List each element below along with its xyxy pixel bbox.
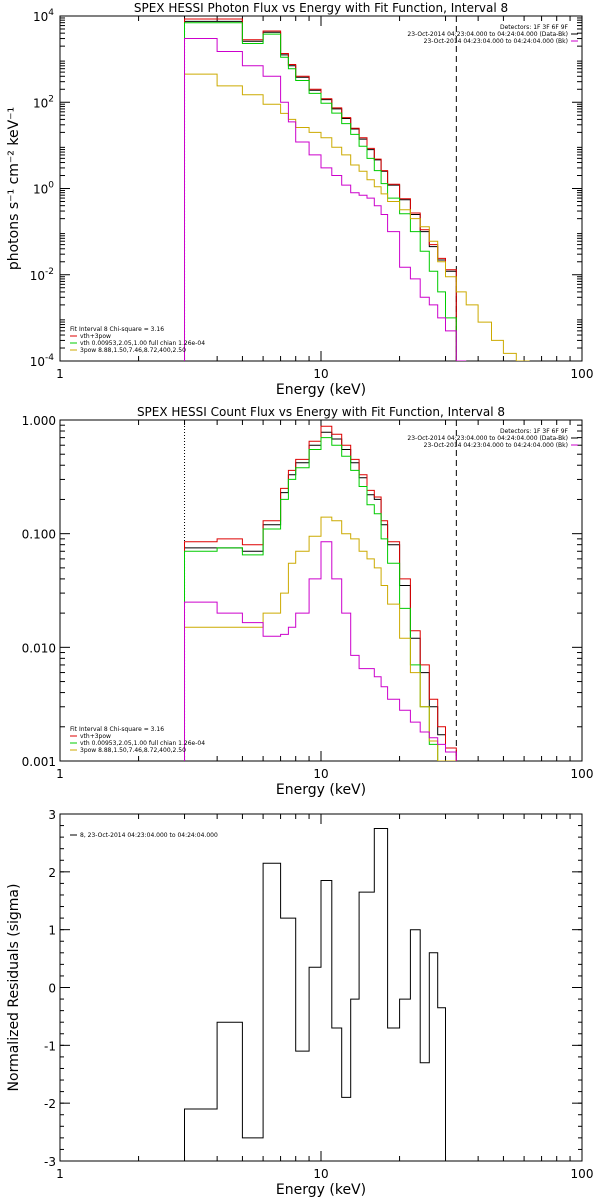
legend-entry: 3pow 8.88,1.50,7.46,8.72,400,2.50 [80, 347, 186, 354]
series-vth [184, 22, 467, 361]
series-group [184, 425, 457, 761]
legend-top: 8, 23-Oct-2014 04:23:04.000 to 04:24:04.… [70, 832, 218, 839]
y-tick-label: -3 [44, 1155, 56, 1169]
x-tick-label: 100 [571, 1167, 594, 1181]
y-tick-label: 104 [33, 8, 54, 24]
y-tick-label: -2 [44, 1097, 56, 1111]
series-bk [184, 541, 457, 761]
legend-entry: vth 0.00953,2.05,1.00 full chian 1.26e-0… [80, 740, 205, 747]
y-tick-label: 1.000 [22, 414, 56, 428]
y-tick-label: 0 [48, 982, 56, 996]
series-data-bk [184, 20, 457, 361]
series-bk [184, 38, 467, 361]
legend-header: Fit Interval 8 Chi-square = 3.16 [70, 326, 164, 333]
plot-frame [59, 15, 583, 362]
x-tick-label: 100 [571, 367, 594, 381]
series-3pow [184, 516, 457, 761]
series-vth [184, 437, 457, 761]
y-tick-label: 3 [48, 808, 56, 822]
y-tick-label: 0.001 [22, 755, 56, 769]
plot-frame [59, 813, 583, 1162]
x-axis-label: Energy (keV) [276, 1182, 366, 1198]
chart-title: SPEX HESSI Photon Flux vs Energy with Fi… [134, 1, 508, 15]
legend-bottom: Fit Interval 8 Chi-square = 3.16vth+3pow… [70, 326, 205, 354]
y-tick-label: 0.010 [22, 641, 56, 655]
series-8-23-oct-2014-04-23-04-000-to-04-24-04-000 [184, 828, 457, 1161]
legend-bottom: Fit Interval 8 Chi-square = 3.16vth+3pow… [70, 726, 205, 754]
series-vth-3pow [184, 18, 457, 361]
chart-panel-3: 1 10 100 -3 -2 -1 0 1 2 3 Energy (keV) Normalized R… [6, 808, 593, 1198]
series-vth-3pow [184, 425, 457, 761]
legend-entry: vth+3pow [80, 333, 111, 340]
y-tick-label: 102 [33, 94, 54, 110]
legend-entry: 23-Oct-2014 04:23:04.000 to 04:24:04.000… [424, 442, 568, 449]
y-tick-label: 1 [48, 924, 56, 938]
x-axis-label: Energy (keV) [276, 382, 366, 398]
series-group [184, 18, 530, 361]
y-axis-label: photons s⁻¹ cm⁻² keV⁻¹ [6, 107, 22, 270]
x-axis-label: Energy (keV) [276, 782, 366, 798]
legend-header: Fit Interval 8 Chi-square = 3.16 [70, 726, 164, 733]
y-tick-label: 10-2 [30, 267, 54, 283]
y-tick-label: -1 [44, 1039, 56, 1053]
x-tick-label: 1 [56, 767, 64, 781]
x-tick-label: 1 [56, 367, 64, 381]
series-data-bk [184, 431, 457, 761]
chart-panel-1: SPEX HESSI Photon Flux vs Energy with Fi… [6, 1, 593, 398]
legend-entry: 8, 23-Oct-2014 04:23:04.000 to 04:24:04.… [80, 832, 218, 839]
legend-entry: 23-Oct-2014 04:23:04.000 to 04:24:04.000… [407, 435, 568, 442]
x-tick-label: 100 [571, 767, 594, 781]
series-group [184, 828, 457, 1161]
legend-entry: vth 0.00953,2.05,1.00 full chian 1.26e-0… [80, 340, 205, 347]
y-axis-label: Normalized Residuals (sigma) [6, 884, 22, 1092]
plot-frame [59, 419, 583, 762]
y-tick-label: 0.100 [22, 528, 56, 542]
legend-entry: 3pow 8.88,1.50,7.46,8.72,400,2.50 [80, 747, 186, 754]
y-tick-label: 100 [33, 181, 54, 197]
legend-header: Detectors: 1F 3F 6F 9F [500, 428, 569, 435]
chart-title: SPEX HESSI Count Flux vs Energy with Fit… [137, 405, 505, 419]
y-tick-label: 10-4 [30, 353, 55, 369]
x-tick-label: 10 [313, 767, 328, 781]
x-tick-label: 1 [56, 1167, 64, 1181]
legend-header: Detectors: 1F 3F 6F 9F [500, 24, 569, 31]
y-tick-label: 2 [48, 866, 56, 880]
x-tick-label: 10 [313, 367, 328, 381]
x-tick-label: 10 [313, 1167, 328, 1181]
chart-panel-2: SPEX HESSI Count Flux vs Energy with Fit… [22, 405, 594, 798]
series-3pow [184, 73, 530, 361]
legend-entry: vth+3pow [80, 733, 111, 740]
legend-entry: 23-Oct-2014 04:23:04.000 to 04:24:04.000… [407, 31, 568, 38]
legend-entry: 23-Oct-2014 04:23:04.000 to 04:24:04.000… [424, 38, 568, 45]
